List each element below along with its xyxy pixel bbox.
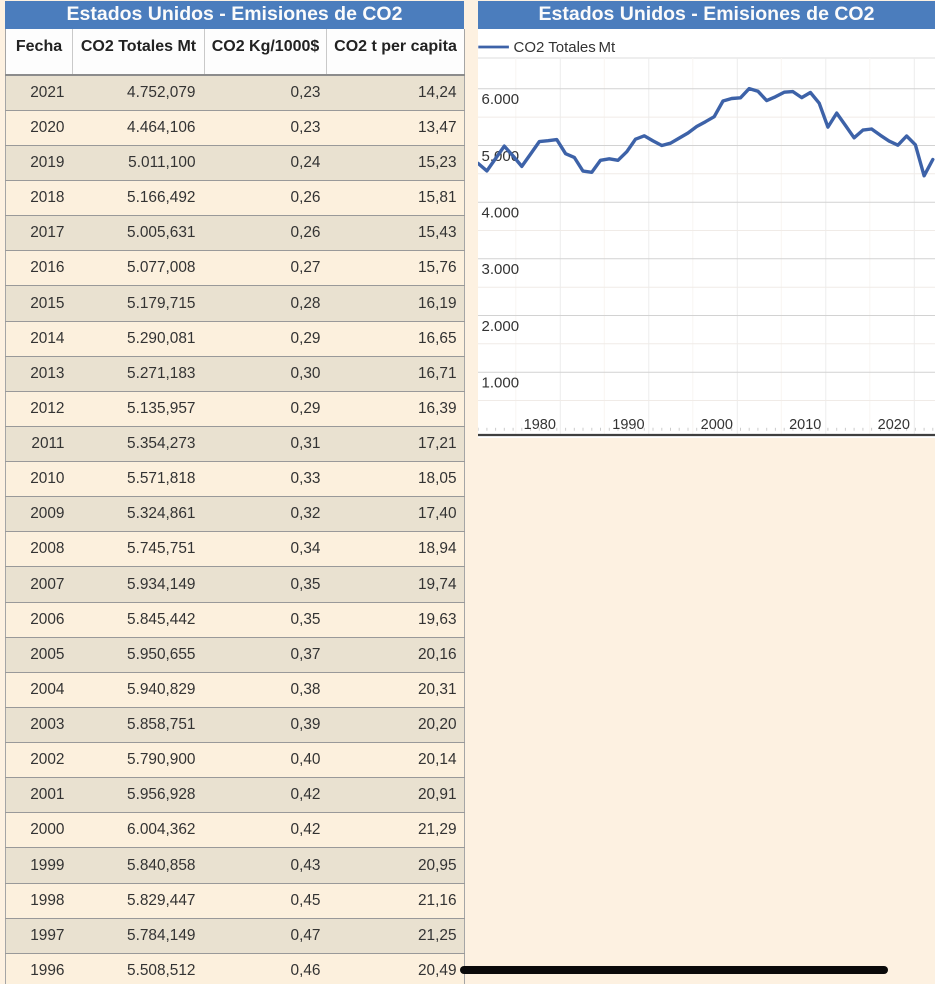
svg-text:2020: 2020 [878, 416, 910, 432]
svg-text:2.000: 2.000 [482, 317, 520, 334]
svg-text:1990: 1990 [612, 416, 644, 432]
svg-text:2010: 2010 [789, 416, 821, 432]
svg-text:1980: 1980 [524, 416, 556, 432]
svg-text:2000: 2000 [701, 416, 733, 432]
svg-text:3.000: 3.000 [482, 261, 520, 278]
svg-text:4.000: 4.000 [482, 204, 520, 221]
svg-text:1.000: 1.000 [482, 374, 520, 391]
svg-text:6.000: 6.000 [482, 91, 520, 108]
svg-text:CO2 Totales: CO2 Totales [514, 39, 596, 56]
svg-text:Mt: Mt [599, 39, 616, 56]
